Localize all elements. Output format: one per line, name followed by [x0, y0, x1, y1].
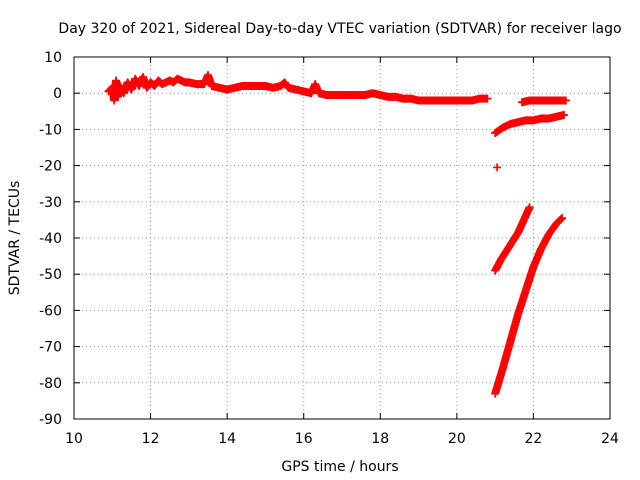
y-tick-label: -50 [39, 267, 62, 283]
data-point [560, 110, 569, 119]
series-steep-line-2 [491, 214, 567, 398]
series-isolated-point [493, 163, 502, 172]
series-curve-segment [491, 110, 569, 138]
x-tick-label: 18 [371, 431, 389, 447]
x-tick-label: 16 [295, 431, 313, 447]
y-tick-label: 10 [44, 50, 62, 66]
y-tick-label: -90 [39, 412, 62, 428]
grid [74, 57, 610, 419]
y-tick-label: -40 [39, 231, 62, 247]
series-steep-line-1 [491, 203, 534, 275]
data-marks [104, 71, 570, 398]
y-tick-label: -70 [39, 340, 62, 356]
x-tick-label: 14 [218, 431, 236, 447]
series-upper-right-segment [517, 96, 570, 107]
ticks: 10 12 14 16 18 20 22 24 10 0 -10 -20 -30 -40 -50 -60 -70… [39, 50, 619, 447]
y-tick-label: -20 [39, 159, 62, 175]
data-point [483, 94, 492, 103]
y-tick-label: 0 [53, 86, 62, 102]
data-point [558, 214, 567, 223]
data-point [561, 96, 570, 105]
data-point [557, 214, 566, 223]
data-point [493, 163, 502, 172]
x-tick-label: 24 [601, 431, 619, 447]
data-point [525, 203, 534, 212]
y-tick-label: -30 [39, 195, 62, 211]
series-main-band [104, 71, 492, 105]
chart-title: Day 320 of 2021, Sidereal Day-to-day VTE… [58, 21, 621, 37]
x-tick-label: 10 [65, 431, 83, 447]
y-tick-label: -80 [39, 376, 62, 392]
x-tick-label: 20 [448, 431, 466, 447]
y-axis-label: SDTVAR / TECUs [7, 181, 23, 296]
x-tick-label: 22 [525, 431, 543, 447]
x-axis-label: GPS time / hours [281, 459, 398, 475]
y-tick-label: -60 [39, 303, 62, 319]
x-tick-label: 12 [142, 431, 160, 447]
y-tick-label: -10 [39, 122, 62, 138]
